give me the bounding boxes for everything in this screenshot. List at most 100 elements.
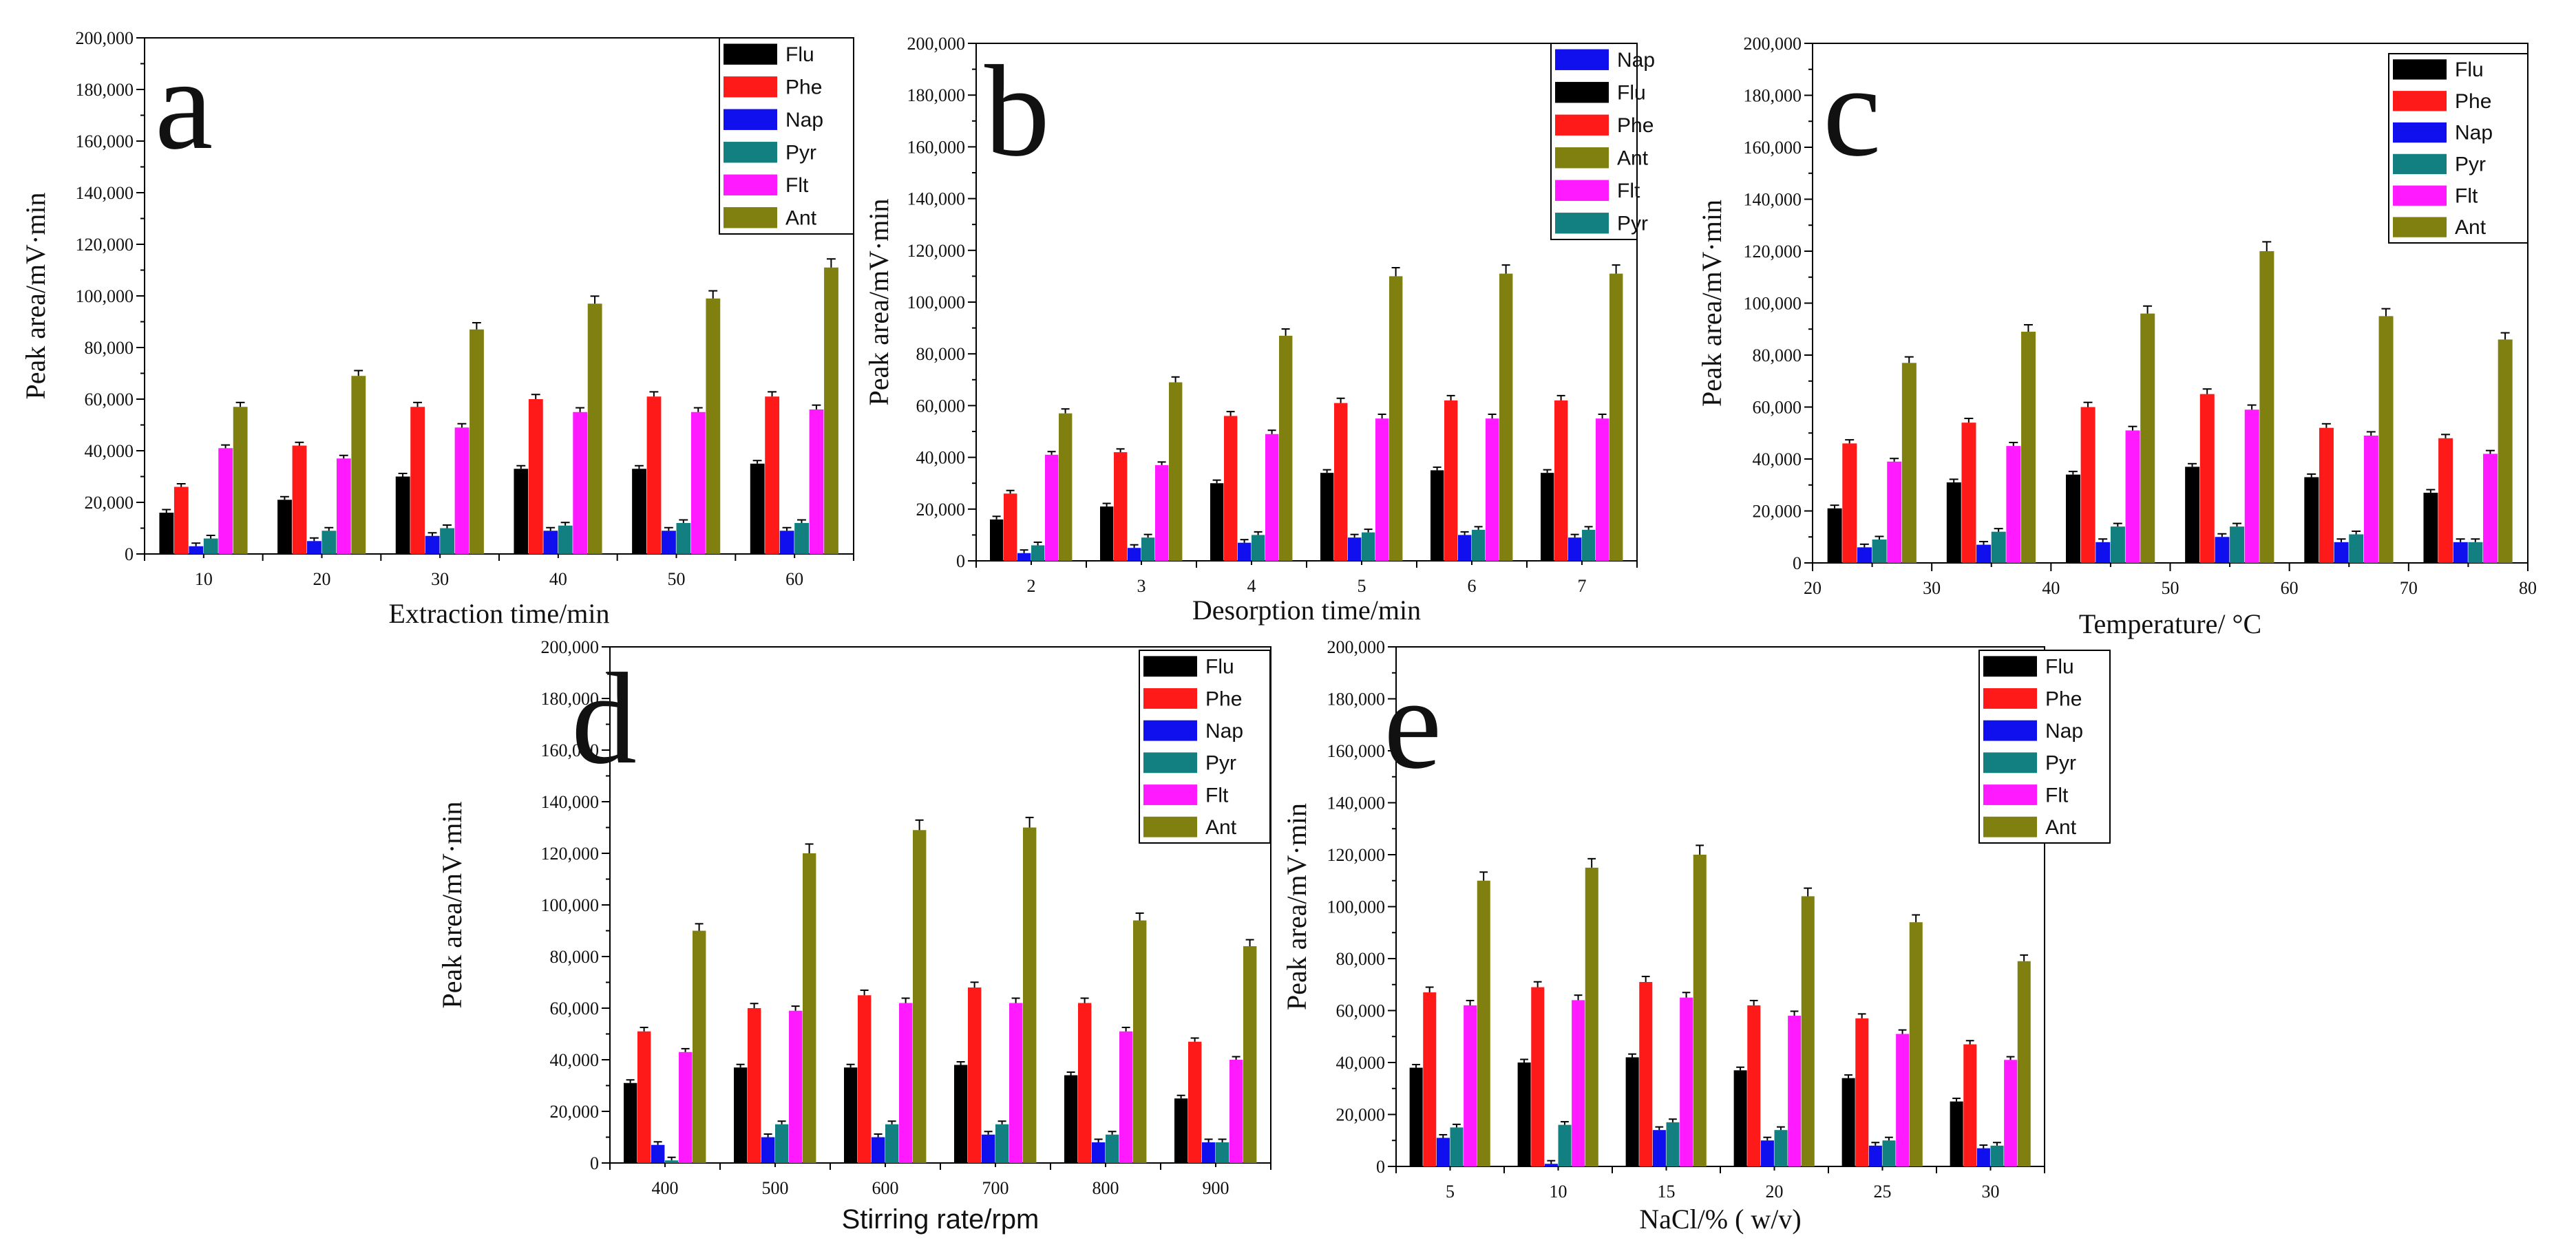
y-tick-label: 100,000 [1744,294,1802,314]
bar-phe [858,995,872,1163]
y-tick-label: 40,000 [1336,1053,1386,1073]
bar-phe [1444,400,1458,561]
legend-box [1139,650,1271,844]
bar-nap [982,1134,995,1163]
legend: Flu Phe Nap Pyr Flt Ant [1139,650,1271,844]
bar-pyr [1252,535,1265,561]
legend-swatch-flu [2393,59,2447,80]
x-tick-label: 70 [2400,578,2418,598]
legend-label-flt: Flt [2045,784,2069,807]
bar-phe [1639,981,1653,1166]
x-tick-label: 50 [2162,578,2179,598]
y-tick-label: 80,000 [1753,345,1802,365]
bar-phe [765,396,780,554]
legend: Flu Phe Nap Pyr Flt Ant [1978,650,2111,844]
bar-ant [824,267,838,554]
bar-ant [913,830,927,1163]
y-tick-label: 0 [590,1153,599,1173]
bar-pyr [2230,526,2245,563]
bar-flu [2185,467,2200,563]
y-tick-label: 180,000 [76,80,134,100]
bar-flt [1486,418,1499,561]
x-tick-label: 3 [1137,576,1146,596]
bar-flt [1788,1016,1802,1166]
y-tick-label: 140,000 [1327,793,1386,813]
bar-ant [1279,335,1293,561]
bar-flu [514,469,529,554]
legend-label-flu: Flu [1617,82,1646,105]
x-tick-label: 40 [549,569,567,589]
x-tick-label: 6 [1468,576,1477,596]
y-axis-title: Peak area/mV·min [20,193,51,400]
bar-phe [748,1008,761,1163]
bar-flu [750,463,765,554]
y-tick-label: 160,000 [907,137,966,157]
x-tick-label: 500 [762,1178,789,1198]
legend-swatch-pyr [2393,153,2447,175]
bar-nap [1436,1138,1450,1166]
legend-label-nap: Nap [2045,720,2083,743]
bar-phe [1188,1041,1202,1163]
bar-flt [899,1003,913,1163]
x-axis-title: NaCl/% ( w/v) [1639,1204,1802,1235]
legend-swatch-flu [1143,656,1197,677]
y-tick-label: 140,000 [907,189,966,209]
legend-label-ant: Ant [785,207,817,230]
bar-pyr [1666,1122,1680,1166]
x-tick-label: 400 [652,1178,679,1198]
y-tick-label: 60,000 [916,396,966,416]
bar-ant [469,329,484,554]
bar-pyr [2349,534,2364,563]
y-tick-label: 100,000 [76,286,134,306]
y-tick-label: 120,000 [541,844,600,864]
y-axis-title: Peak area/mV·min [863,199,894,406]
bar-flu [1841,1078,1855,1166]
x-tick-label: 600 [872,1178,899,1198]
bar-nap [1868,1145,1882,1166]
x-tick-label: 2 [1027,576,1036,596]
bar-flt [573,412,588,554]
y-tick-label: 20,000 [916,500,966,520]
bar-flu [1320,473,1334,561]
bar-phe [1334,403,1348,561]
legend-label-ant: Ant [2045,816,2077,839]
bar-ant [2259,251,2274,563]
bar-pyr [1216,1142,1229,1163]
bar-ant [1609,273,1623,561]
bar-ant [351,376,366,554]
y-tick-label: 140,000 [541,792,600,812]
legend-swatch-phe [724,76,777,98]
bar-phe [528,399,543,554]
y-tick-label: 0 [956,551,965,571]
x-tick-label: 60 [2281,578,2299,598]
y-tick-label: 200,000 [1327,637,1386,657]
bar-pyr [1872,540,1887,563]
bar-phe [1554,400,1568,561]
x-tick-label: 20 [1766,1182,1784,1202]
legend-label-nap: Nap [1205,720,1243,743]
x-tick-label: 25 [1874,1182,1892,1202]
bar-flu [1946,482,1961,563]
x-axis-title: Stirring rate/rpm [842,1204,1039,1235]
bar-flt [336,458,351,554]
bar-phe [2199,394,2215,563]
x-tick-label: 50 [668,569,686,589]
y-tick-label: 160,000 [1327,741,1386,761]
y-tick-label: 180,000 [907,85,966,105]
legend-swatch-pyr [1555,213,1609,234]
bar-flu [954,1065,968,1163]
y-tick-label: 180,000 [1327,690,1386,709]
x-tick-label: 7 [1578,576,1587,596]
bar-ant [587,303,602,554]
legend-swatch-nap [2393,122,2447,143]
x-tick-label: 5 [1446,1182,1455,1202]
bar-flu [1430,470,1444,561]
bar-ant [1693,855,1707,1166]
y-tick-label: 20,000 [550,1102,600,1122]
panel-c: 0 20,000 40,000 60,000 80,000 100,000 120,000 1… [1696,34,2537,639]
bar-phe [2080,407,2095,563]
legend-label-pyr: Pyr [2045,752,2076,775]
y-tick-label: 160,000 [1744,138,1802,158]
x-tick-label: 800 [1092,1178,1119,1198]
bar-flu [159,513,174,554]
